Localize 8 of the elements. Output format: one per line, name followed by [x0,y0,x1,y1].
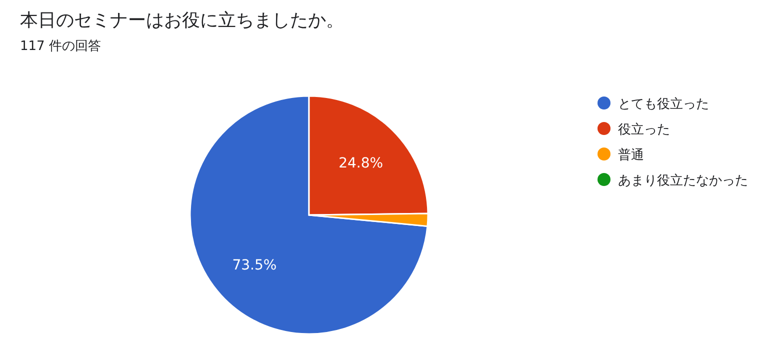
chart-title: 本日のセミナーはお役に立ちましたか。 [20,10,344,31]
legend-label: あまり役立たなかった [618,172,748,188]
data-label: 24.8% [338,156,384,172]
legend-label: 役立った [618,122,670,138]
legend-label: とても役立った [618,96,709,112]
data-label: 73.5% [232,258,277,274]
legend-label: 普通 [618,147,644,163]
text: 117 件の回答 [20,39,101,54]
